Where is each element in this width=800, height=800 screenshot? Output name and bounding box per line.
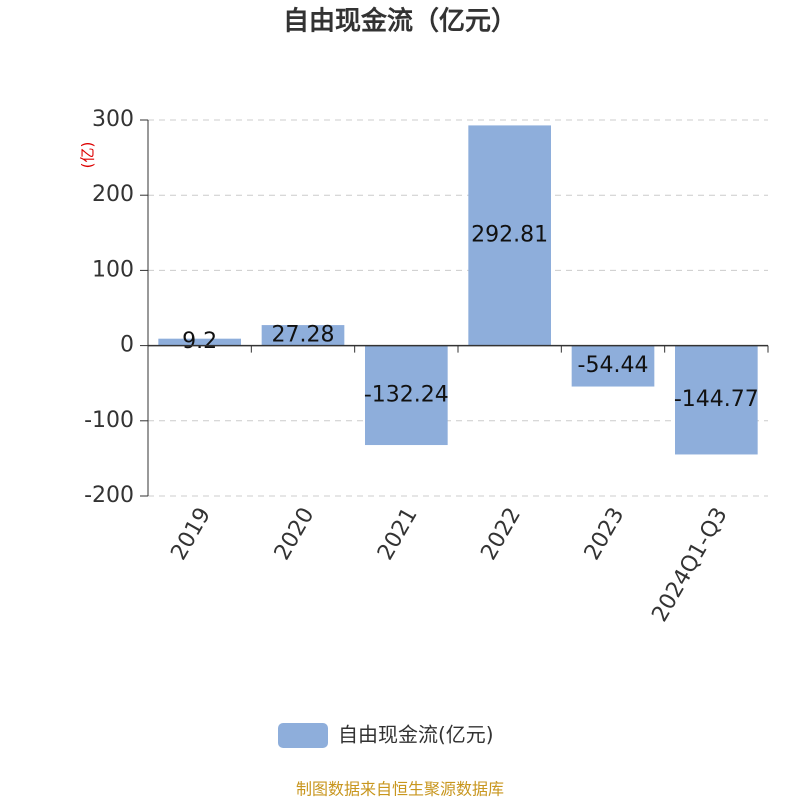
- value-label: 292.81: [471, 223, 548, 248]
- value-label: -54.44: [578, 353, 649, 378]
- x-tick-label: 2022: [476, 504, 526, 565]
- y-axis-label: (亿): [79, 142, 97, 169]
- value-label: -144.77: [674, 387, 759, 412]
- x-tick-label: 2024Q1-Q3: [647, 504, 732, 627]
- bar: [158, 338, 241, 346]
- bar: [365, 345, 448, 446]
- x-tick-label: 2023: [580, 504, 630, 565]
- bar: [675, 345, 758, 455]
- value-label: 9.2: [182, 329, 217, 354]
- bar: [468, 125, 551, 346]
- legend-label: 自由现金流(亿元): [338, 723, 494, 747]
- x-tick-label: 2020: [270, 504, 320, 565]
- y-tick-label: -200: [84, 483, 134, 508]
- value-label: -132.24: [364, 382, 449, 407]
- y-tick-label: 100: [92, 257, 134, 282]
- y-tick-label: -100: [84, 408, 134, 433]
- bar: [261, 325, 345, 346]
- source-note: 制图数据来自恒生聚源数据库: [296, 780, 504, 799]
- legend-swatch: [278, 723, 328, 748]
- y-tick-label: 200: [92, 182, 134, 207]
- x-tick-label: 2019: [166, 504, 216, 565]
- chart-title: 自由现金流（亿元）: [283, 6, 517, 37]
- value-label: 27.28: [272, 322, 335, 347]
- bar: [571, 345, 655, 387]
- x-tick-label: 2021: [373, 504, 423, 565]
- y-tick-label: 0: [120, 333, 134, 358]
- y-tick-label: 300: [92, 107, 134, 132]
